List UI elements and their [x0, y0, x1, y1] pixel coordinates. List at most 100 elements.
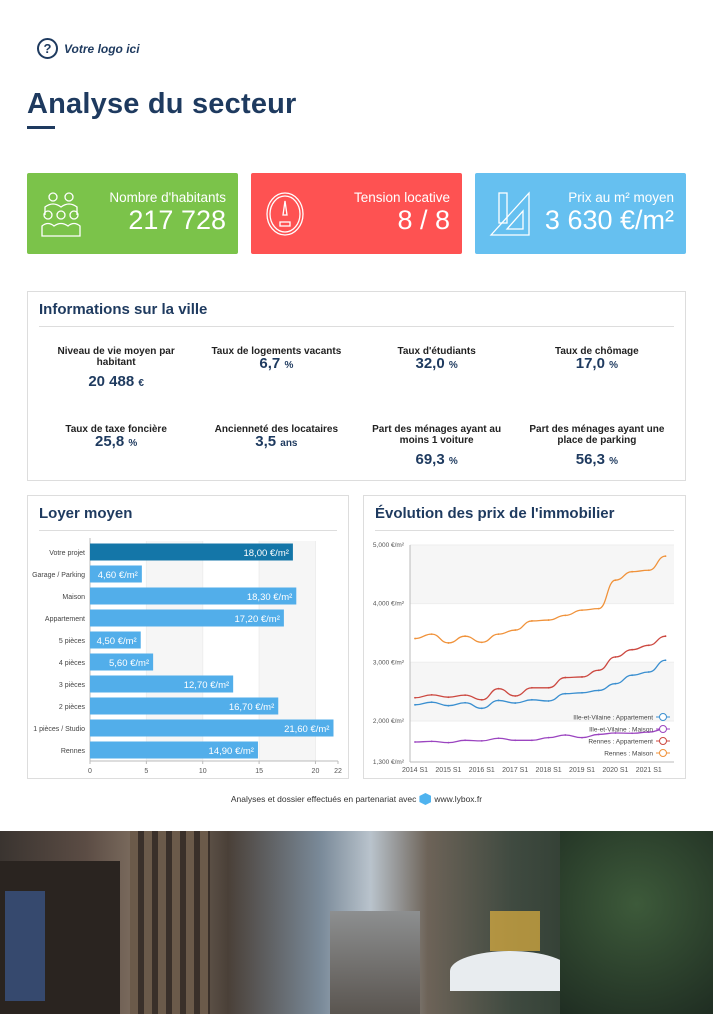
data-point — [664, 635, 667, 638]
bar-label: 5,60 €/m² — [109, 658, 149, 669]
info-item: Niveau de vie moyen par habitant 20 488 € — [36, 327, 196, 405]
info-label: Taux de chômage — [555, 346, 639, 357]
info-label: Taux de taxe foncière — [65, 424, 167, 435]
data-point — [497, 737, 500, 740]
info-value: 56,3 % — [517, 451, 677, 468]
legend-marker[interactable] — [659, 713, 667, 721]
data-point — [531, 739, 533, 742]
x-tick-label: 2016 S1 — [469, 767, 495, 774]
info-value: 25,8 % — [36, 433, 196, 450]
series-line — [414, 635, 666, 701]
y-tick-label: 4,000 €/m² — [373, 601, 405, 608]
y-tick-label: 1,300 €/m² — [373, 759, 405, 766]
question-circle-icon: ? — [37, 38, 58, 59]
series-line — [414, 555, 666, 644]
info-unit: % — [609, 360, 619, 371]
legend-label[interactable]: Ille-et-Vilaine : Appartement — [573, 715, 653, 722]
data-point — [647, 644, 650, 647]
data-point — [447, 696, 450, 699]
data-point — [647, 731, 650, 733]
data-point — [430, 693, 433, 696]
bar — [90, 587, 297, 605]
card-tension: Tension locative 8 / 8 — [251, 173, 462, 254]
info-item: Taux de taxe foncière 25,8 % — [36, 405, 196, 483]
series-line — [414, 659, 666, 709]
footer-link[interactable]: www.lybox.fr — [434, 794, 483, 804]
legend-marker[interactable] — [659, 725, 667, 733]
info-item: Taux de logements vacants 6,7 % — [196, 327, 356, 405]
category-label: 2 pièces — [59, 704, 86, 711]
data-point — [514, 702, 517, 704]
info-number: 17,0 — [575, 355, 605, 372]
legend-label[interactable]: Ille-et-Vilaine : Maison — [589, 727, 653, 734]
data-point — [647, 569, 650, 572]
data-point — [564, 676, 567, 679]
data-point — [430, 740, 433, 743]
x-tick-label: 2021 S1 — [636, 767, 662, 774]
info-value: 69,3 % — [357, 451, 517, 468]
data-point — [464, 739, 466, 742]
y-tick-label: 2,000 €/m² — [373, 718, 405, 725]
data-point — [514, 739, 517, 742]
series-line — [414, 728, 666, 744]
data-point — [564, 614, 567, 617]
bar — [90, 653, 154, 671]
bar-label: 17,20 €/m² — [234, 614, 279, 625]
category-label: Garage / Parking — [32, 572, 85, 579]
logo: ? Votre logo ici — [37, 38, 140, 59]
data-point — [464, 701, 466, 704]
bar-label: 4,50 €/m² — [97, 636, 137, 647]
data-point — [564, 734, 567, 736]
data-point — [514, 629, 517, 631]
data-point — [514, 695, 517, 697]
data-point — [597, 669, 600, 672]
data-point — [430, 633, 433, 636]
data-point — [597, 733, 600, 736]
data-point — [614, 579, 617, 582]
x-tick-label: 0 — [88, 768, 92, 775]
data-point — [531, 620, 533, 622]
info-item: Taux de chômage 17,0 % — [517, 327, 677, 405]
category-label: 1 pièces / Studio — [33, 726, 85, 733]
data-point — [480, 707, 483, 710]
category-label: Rennes — [61, 748, 86, 755]
data-point — [581, 609, 583, 611]
data-point — [614, 732, 617, 734]
data-point — [414, 741, 416, 743]
data-point — [647, 671, 650, 673]
legend-marker[interactable] — [659, 737, 667, 745]
section-title: Informations sur la ville — [39, 292, 674, 327]
x-tick-label: 10 — [199, 768, 207, 775]
info-value: 6,7 % — [196, 355, 356, 372]
info-unit: ans — [280, 438, 298, 449]
footer: Analyses et dossier effectués en partena… — [0, 793, 713, 805]
data-point — [480, 698, 483, 701]
legend-label[interactable]: Rennes : Maison — [604, 751, 653, 758]
info-unit: € — [138, 378, 144, 389]
x-tick-label: 2019 S1 — [569, 767, 595, 774]
legend-marker[interactable] — [659, 749, 667, 757]
bar-label: 4,60 €/m² — [98, 570, 138, 581]
info-label: Part des ménages ayant au moins 1 voitur… — [372, 424, 502, 446]
bar-label: 16,70 €/m² — [229, 702, 274, 713]
info-unit: % — [128, 438, 138, 449]
x-tick-label: 22 — [334, 768, 342, 775]
bar — [90, 697, 279, 715]
ruler-square-icon — [489, 191, 530, 236]
info-item: Taux d'étudiants 32,0 % — [357, 327, 517, 405]
info-number: 56,3 — [575, 451, 605, 468]
card-prix: Prix au m² moyen 3 630 €/m² — [475, 173, 686, 254]
info-item: Ancienneté des locataires 3,5 ans — [196, 405, 356, 483]
info-unit: % — [448, 456, 458, 467]
data-point — [597, 689, 600, 692]
x-tick-label: 2015 S1 — [435, 767, 461, 774]
card-value: 217 728 — [128, 205, 226, 235]
card-label: Prix au m² moyen — [568, 190, 674, 205]
legend-label[interactable]: Rennes : Appartement — [588, 739, 653, 746]
gauge-icon — [266, 192, 304, 236]
data-point — [547, 686, 550, 689]
info-label: Niveau de vie moyen par habitant — [57, 346, 175, 368]
data-point — [531, 698, 533, 701]
section-title: Évolution des prix de l'immobilier — [375, 496, 674, 531]
x-tick-label: 2020 S1 — [602, 767, 628, 774]
